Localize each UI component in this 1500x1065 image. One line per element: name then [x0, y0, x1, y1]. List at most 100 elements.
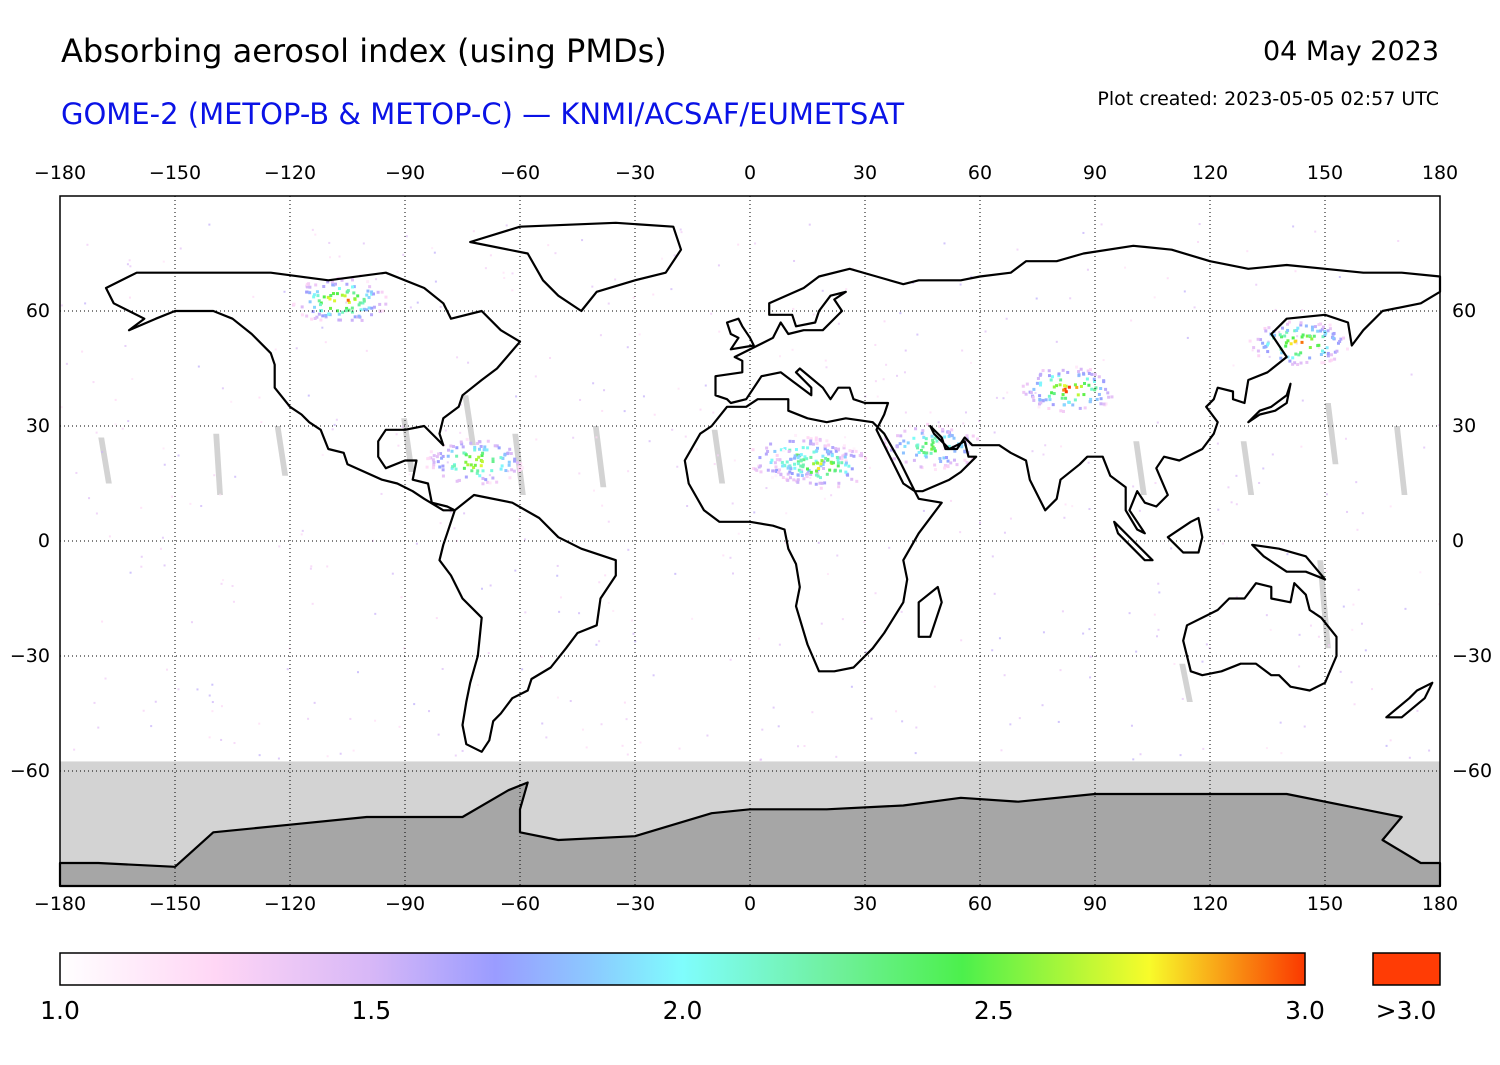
aerosol-pixel — [1325, 493, 1328, 496]
aerosol-pixel — [1088, 628, 1091, 631]
aerosol-pixel — [489, 254, 492, 257]
aerosol-pixel — [1170, 547, 1173, 550]
aerosol-pixel — [1360, 622, 1363, 625]
aerosol-pixel — [308, 285, 312, 289]
aerosol-pixel — [946, 424, 950, 428]
aerosol-pixel — [1156, 635, 1159, 638]
aerosol-pixel — [400, 596, 403, 599]
aerosol-pixel — [451, 465, 455, 469]
aerosol-pixel — [773, 461, 777, 465]
aerosol-pixel — [809, 476, 812, 479]
aerosol-pixel — [504, 469, 508, 473]
aerosol-pixel — [889, 448, 893, 452]
aerosol-pixel — [1061, 368, 1065, 372]
aerosol-pixel — [338, 255, 341, 258]
aerosol-pixel — [941, 429, 945, 433]
lat-tick-label-right: −30 — [1452, 645, 1493, 667]
aerosol-pixel — [1022, 390, 1026, 394]
aerosol-pixel — [806, 436, 810, 440]
aerosol-pixel — [346, 298, 350, 302]
aerosol-pixel — [815, 471, 819, 475]
aerosol-pixel — [547, 244, 550, 247]
aerosol-pixel — [370, 290, 374, 294]
aerosol-pixel — [1076, 393, 1080, 397]
aerosol-pixel — [784, 541, 787, 544]
aerosol-pixel — [311, 310, 315, 314]
aerosol-pixel — [131, 377, 134, 380]
aerosol-pixel — [384, 302, 388, 306]
aerosol-pixel — [603, 389, 606, 392]
aerosol-pixel — [914, 752, 917, 755]
aerosol-pixel — [1312, 334, 1316, 338]
aerosol-pixel — [840, 461, 844, 465]
aerosol-pixel — [1082, 231, 1085, 234]
aerosol-pixel — [883, 320, 886, 323]
coastline-borneo — [1166, 516, 1204, 554]
aerosol-pixel — [960, 445, 964, 449]
aerosol-pixel — [335, 292, 339, 296]
aerosol-pixel — [848, 449, 852, 453]
aerosol-pixel — [65, 362, 68, 365]
aerosol-pixel — [211, 683, 214, 686]
aerosol-pixel — [899, 434, 903, 438]
aerosol-pixel — [780, 460, 784, 464]
aerosol-pixel — [820, 622, 823, 625]
lon-tick-label-bottom: −60 — [499, 893, 541, 915]
aerosol-pixel — [391, 572, 394, 575]
aerosol-pixel — [518, 518, 521, 521]
aerosol-pixel — [559, 596, 562, 599]
aerosol-pixel — [1295, 342, 1298, 345]
aerosol-pixel — [1061, 393, 1065, 397]
aerosol-pixel — [965, 434, 969, 438]
aerosol-pixel — [345, 290, 349, 294]
lon-tick-label-bottom: 90 — [1082, 893, 1108, 915]
aerosol-pixel — [802, 458, 806, 462]
aerosol-pixel — [569, 700, 572, 703]
aerosol-pixel — [521, 668, 524, 671]
aerosol-pixel — [258, 396, 261, 399]
aerosol-pixel — [340, 278, 344, 282]
aerosol-pixel — [816, 474, 820, 478]
aerosol-pixel — [1333, 357, 1337, 361]
aerosol-pixel — [435, 455, 439, 459]
aerosol-index-field — [60, 223, 1441, 761]
aerosol-pixel — [585, 746, 588, 749]
aerosol-pixel — [314, 283, 318, 287]
aerosol-pixel — [140, 506, 143, 509]
aerosol-pixel — [946, 465, 950, 469]
aerosol-pixel — [128, 296, 131, 299]
aerosol-pixel — [370, 306, 374, 310]
aerosol-pixel — [868, 466, 871, 469]
aerosol-pixel — [1063, 384, 1067, 388]
aerosol-pixel — [901, 720, 904, 723]
aerosol-pixel — [834, 447, 838, 451]
aerosol-pixel — [1135, 650, 1138, 653]
aerosol-pixel — [795, 453, 799, 457]
aerosol-pixel — [1344, 437, 1347, 440]
aerosol-pixel — [1077, 373, 1081, 377]
aerosol-pixel — [1266, 350, 1270, 354]
aerosol-pixel — [86, 243, 89, 246]
aerosol-pixel — [403, 647, 406, 650]
aerosol-pixel — [829, 450, 833, 454]
aerosol-pixel — [1408, 756, 1411, 759]
aerosol-pixel — [850, 685, 853, 688]
aerosol-pixel — [842, 446, 846, 450]
aerosol-pixel — [307, 394, 310, 397]
aerosol-pixel — [775, 468, 779, 472]
aerosol-pixel — [837, 456, 841, 460]
aerosol-pixel — [505, 224, 508, 227]
aerosol-pixel — [814, 482, 818, 486]
aerosol-pixel — [326, 280, 330, 284]
aerosol-pixel — [1286, 339, 1290, 343]
no-data-swath-gap — [512, 433, 526, 495]
aerosol-pixel — [366, 289, 370, 293]
aerosol-pixel — [809, 473, 813, 477]
aerosol-pixel — [1099, 386, 1103, 390]
aerosol-pixel — [462, 466, 466, 470]
aerosol-pixel — [189, 502, 192, 505]
aerosol-pixel — [783, 447, 787, 451]
aerosol-pixel — [327, 312, 331, 316]
aerosol-pixel — [314, 233, 317, 236]
aerosol-pixel — [1082, 393, 1086, 397]
